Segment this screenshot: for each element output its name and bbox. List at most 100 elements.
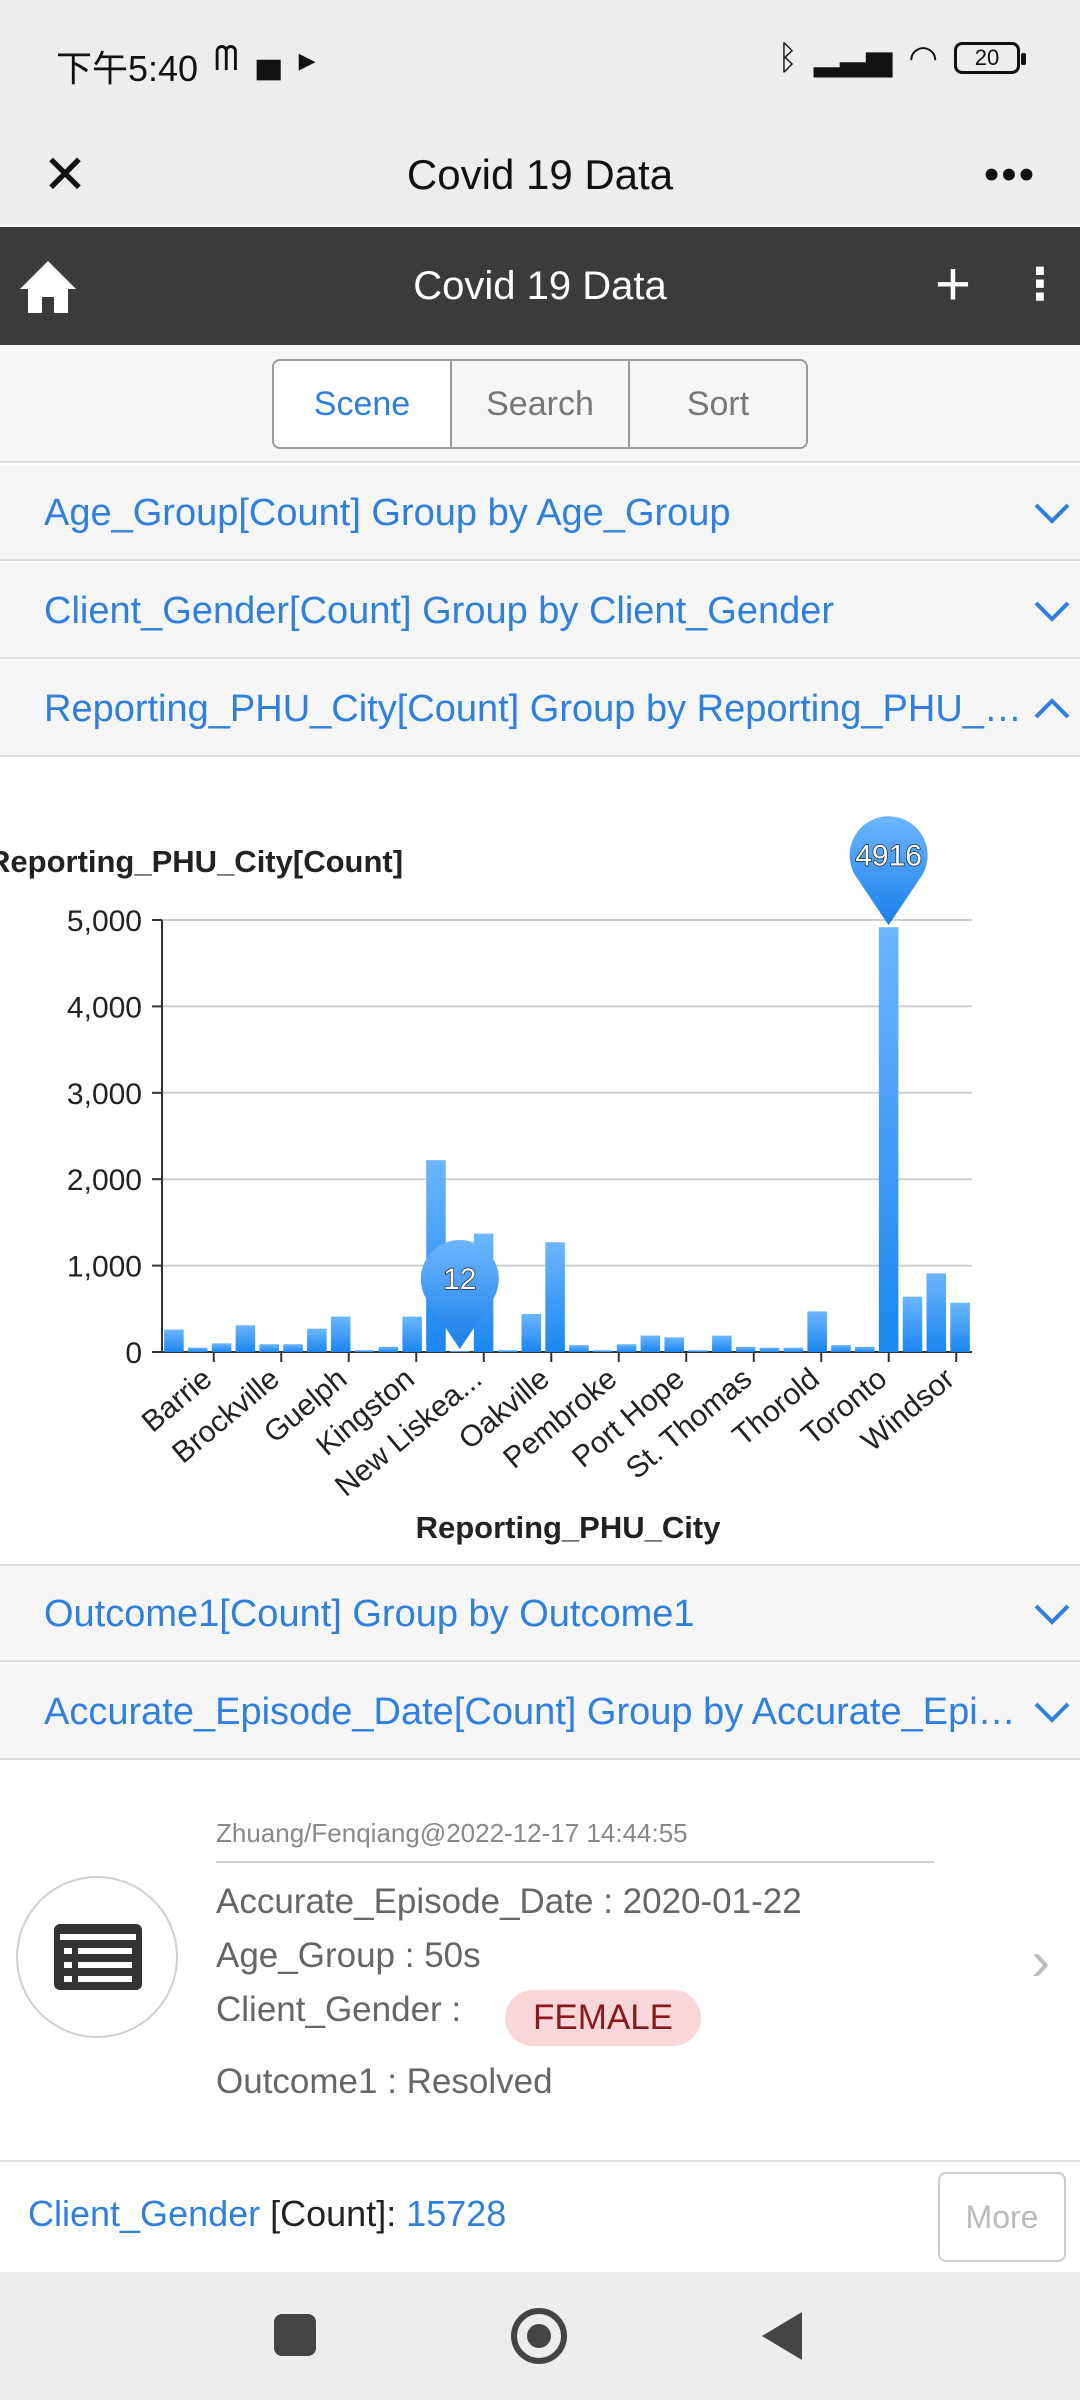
record-card[interactable]: Zhuang/Fenqiang@2022-12-17 14:44:55 Accu… bbox=[0, 1760, 1080, 2150]
accordion-client-gender[interactable]: Client_Gender[Count] Group by Client_Gen… bbox=[0, 563, 1080, 659]
bar[interactable] bbox=[902, 1296, 923, 1352]
app-menu-button[interactable]: ⋮ bbox=[1018, 245, 1062, 325]
plus-icon: + bbox=[934, 250, 972, 319]
play-icon: ▸ bbox=[298, 41, 316, 79]
notification-icon: ▄ bbox=[256, 40, 281, 78]
segmented-control: Scene Search Sort bbox=[272, 359, 808, 449]
bar[interactable] bbox=[783, 1347, 804, 1352]
app-title: Covid 19 Data bbox=[413, 264, 667, 308]
home-button[interactable] bbox=[16, 251, 80, 321]
chevron-down-icon bbox=[1034, 1702, 1070, 1723]
accordion-label: Outcome1[Count] Group by Outcome1 bbox=[44, 1593, 695, 1635]
bar[interactable] bbox=[926, 1273, 947, 1352]
summary-field-link[interactable]: Client_Gender bbox=[28, 2193, 261, 2234]
bar[interactable] bbox=[640, 1335, 661, 1352]
m-icon: ᗰ bbox=[214, 40, 239, 78]
bar[interactable] bbox=[259, 1344, 279, 1352]
signal-icon: ▂▃▅ bbox=[813, 39, 893, 77]
back-button[interactable] bbox=[762, 2312, 802, 2360]
record-meta: Zhuang/Fenqiang@2022-12-17 14:44:55 bbox=[216, 1818, 934, 1863]
chevron-right-icon: › bbox=[1031, 1929, 1050, 1992]
bar[interactable] bbox=[878, 927, 899, 1352]
status-left-icons: ᗰ ▄ ▸ bbox=[214, 40, 316, 80]
bar[interactable] bbox=[569, 1345, 589, 1352]
more-dots-icon: ••• bbox=[983, 150, 1037, 199]
record-age-group: Age_Group : 50s bbox=[216, 1936, 481, 1975]
bar[interactable] bbox=[664, 1337, 684, 1352]
status-time: 下午5:40 bbox=[56, 48, 199, 89]
marker-pin: 4916 bbox=[849, 816, 928, 926]
bluetooth-icon: ᛒ bbox=[777, 38, 798, 77]
bar[interactable] bbox=[616, 1344, 637, 1352]
bar[interactable] bbox=[497, 1350, 518, 1352]
status-right-icons: ᛒ ▂▃▅ ◠ 20 bbox=[777, 38, 1026, 78]
recents-button[interactable] bbox=[274, 2314, 316, 2356]
app-bar: Covid 19 Data + ⋮ bbox=[0, 227, 1080, 345]
tab-search[interactable]: Search bbox=[452, 361, 630, 447]
tab-scene[interactable]: Scene bbox=[274, 361, 452, 447]
bar-chart: Reporting_PHU_City[Count] Reporting_PHU_… bbox=[0, 816, 972, 1545]
record-outcome: Outcome1 : Resolved bbox=[216, 2062, 553, 2101]
chevron-up-icon bbox=[1034, 698, 1070, 719]
marker-pin-shape bbox=[420, 1239, 499, 1349]
y-tick-label: 5,000 bbox=[67, 905, 142, 938]
bar[interactable] bbox=[592, 1350, 613, 1352]
marker-value-label: 4916 bbox=[855, 839, 922, 872]
add-button[interactable]: + bbox=[924, 245, 982, 325]
accordion-label: Age_Group[Count] Group by Age_Group bbox=[44, 492, 731, 534]
gender-badge: FEMALE bbox=[505, 1990, 701, 2046]
bar[interactable] bbox=[688, 1350, 708, 1352]
system-nav-bar bbox=[0, 2272, 1080, 2400]
accordion-age-group[interactable]: Age_Group[Count] Group by Age_Group bbox=[0, 465, 1080, 561]
more-menu-button[interactable]: ••• bbox=[970, 137, 1050, 213]
bar[interactable] bbox=[950, 1302, 970, 1352]
record-gender-label: Client_Gender : bbox=[216, 1990, 462, 2029]
bar[interactable] bbox=[712, 1335, 732, 1352]
y-tick-label: 0 bbox=[125, 1337, 142, 1370]
bar[interactable] bbox=[831, 1345, 851, 1352]
accordion-outcome1[interactable]: Outcome1[Count] Group by Outcome1 bbox=[0, 1566, 1080, 1662]
bar[interactable] bbox=[211, 1343, 232, 1352]
tab-sort[interactable]: Sort bbox=[630, 361, 806, 447]
bar[interactable] bbox=[330, 1316, 351, 1352]
bar[interactable] bbox=[164, 1329, 184, 1352]
bar[interactable] bbox=[807, 1311, 827, 1352]
bar[interactable] bbox=[283, 1344, 303, 1352]
bar[interactable] bbox=[354, 1350, 375, 1352]
bar[interactable] bbox=[735, 1346, 756, 1352]
bar[interactable] bbox=[545, 1242, 565, 1352]
list-icon bbox=[54, 1924, 142, 1990]
summary-text: Client_Gender [Count]: 15728 bbox=[28, 2162, 506, 2266]
chevron-down-icon bbox=[1034, 1604, 1070, 1625]
bar[interactable] bbox=[378, 1346, 399, 1352]
record-avatar bbox=[16, 1876, 178, 2038]
accordion-episode-date[interactable]: Accurate_Episode_Date[Count] Group by Ac… bbox=[0, 1664, 1080, 1760]
bar[interactable] bbox=[187, 1347, 208, 1352]
y-tick-label: 2,000 bbox=[67, 1164, 142, 1197]
window-title: Covid 19 Data bbox=[406, 151, 674, 198]
bar[interactable] bbox=[759, 1347, 780, 1352]
segment-bar: Scene Search Sort bbox=[0, 345, 1080, 463]
marker-pin: 12 bbox=[420, 1239, 499, 1349]
accordion-label: Reporting_PHU_City[Count] Group by Repor… bbox=[44, 688, 1034, 730]
title-bar: ✕ Covid 19 Data ••• bbox=[0, 125, 1080, 225]
kebab-icon: ⋮ bbox=[1018, 260, 1062, 309]
close-button[interactable]: ✕ bbox=[30, 137, 100, 213]
close-icon: ✕ bbox=[42, 145, 88, 205]
bar[interactable] bbox=[450, 1350, 470, 1352]
home-nav-button[interactable] bbox=[511, 2308, 567, 2364]
summary-count-value: 15728 bbox=[406, 2193, 507, 2234]
chevron-down-icon bbox=[1034, 503, 1070, 524]
more-button[interactable]: More bbox=[938, 2172, 1066, 2262]
bar[interactable] bbox=[235, 1325, 256, 1352]
chart-panel: Reporting_PHU_City[Count] Reporting_PHU_… bbox=[0, 760, 1080, 1566]
bar[interactable] bbox=[402, 1316, 422, 1352]
bar[interactable] bbox=[855, 1346, 875, 1352]
bar[interactable] bbox=[521, 1313, 542, 1352]
bar[interactable] bbox=[307, 1328, 327, 1352]
summary-footer: Client_Gender [Count]: 15728 More bbox=[0, 2160, 1080, 2270]
accordion-label: Client_Gender[Count] Group by Client_Gen… bbox=[44, 590, 835, 632]
accordion-reporting-phu-city[interactable]: Reporting_PHU_City[Count] Group by Repor… bbox=[0, 661, 1080, 757]
marker-value-label: 12 bbox=[443, 1263, 476, 1296]
